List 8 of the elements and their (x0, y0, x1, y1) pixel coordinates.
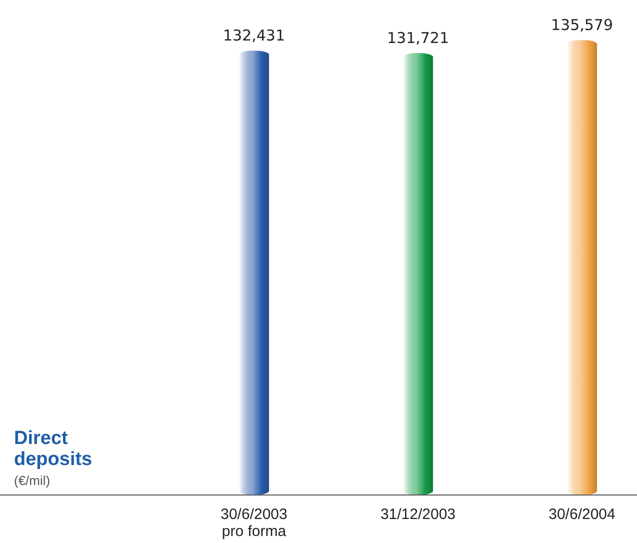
x-tick-label: 30/6/2003 pro forma (220, 506, 288, 540)
text: Direct deposits (14, 428, 92, 470)
data-label: 135,579 (550, 16, 614, 34)
data-label: 131,721 (386, 28, 450, 47)
x-tick-label: 30/6/2004 (548, 506, 616, 523)
data-label: 132,431 (222, 26, 286, 45)
text: (€/mil) (14, 473, 50, 488)
x-tick-label: 31/12/2003 (380, 506, 456, 523)
